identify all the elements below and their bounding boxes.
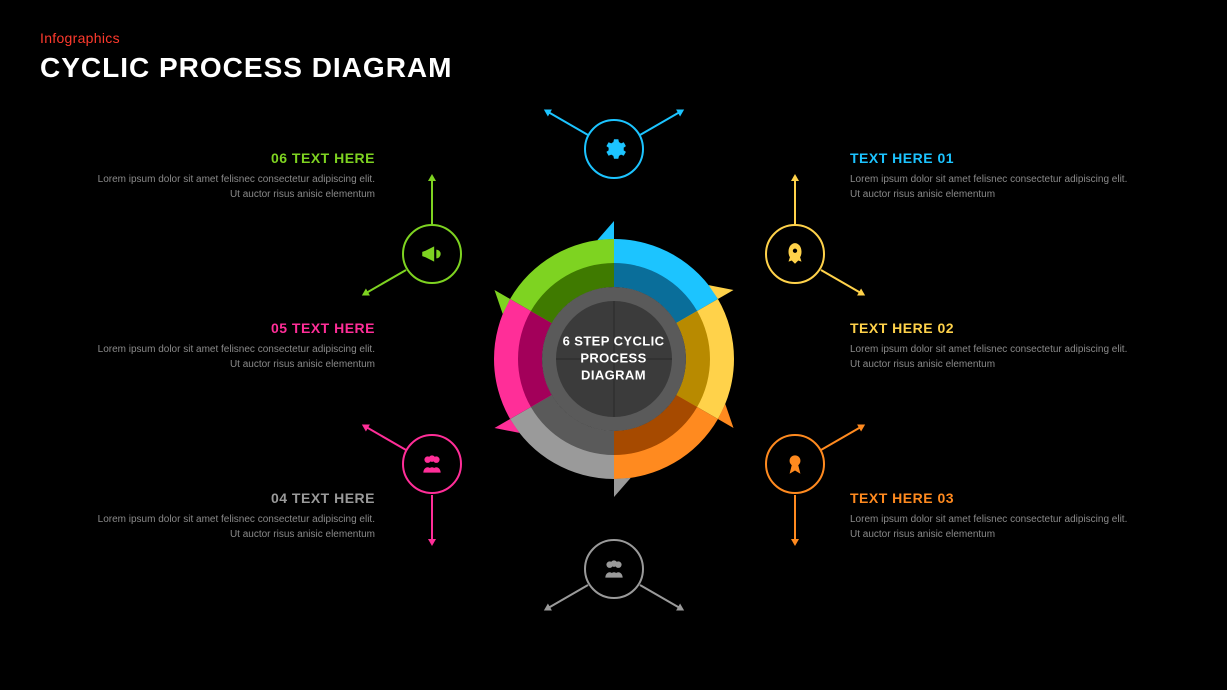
node-arrow — [548, 111, 588, 135]
node-arrow — [431, 495, 433, 540]
node-arrow — [821, 269, 861, 293]
process-node-1 — [584, 119, 644, 179]
megaphone-icon — [419, 241, 445, 267]
process-node-2 — [765, 224, 825, 284]
callout-1: TEXT HERE 01 Lorem ipsum dolor sit amet f… — [850, 150, 1130, 202]
page-category: Infographics — [40, 30, 452, 46]
node-circle — [402, 224, 462, 284]
node-circle — [765, 224, 825, 284]
node-arrow — [548, 584, 588, 608]
node-arrow — [366, 426, 406, 450]
wheel-pointer — [597, 221, 614, 240]
wheel-center-label: 6 STEP CYCLIC PROCESS DIAGRAM — [554, 333, 674, 384]
callout-3: TEXT HERE 03 Lorem ipsum dolor sit amet f… — [850, 490, 1130, 542]
callout-title: TEXT HERE 01 — [850, 150, 1130, 166]
node-arrow — [366, 269, 406, 293]
node-arrow — [639, 584, 679, 608]
process-node-4 — [584, 539, 644, 599]
people-icon — [601, 556, 627, 582]
callout-body: Lorem ipsum dolor sit amet felisnec cons… — [850, 342, 1130, 372]
gear-icon — [601, 136, 627, 162]
node-arrow — [639, 111, 679, 135]
rocket-icon — [782, 241, 808, 267]
callout-body: Lorem ipsum dolor sit amet felisnec cons… — [850, 172, 1130, 202]
callout-5: 05 TEXT HERE Lorem ipsum dolor sit amet f… — [95, 320, 375, 372]
node-arrow — [431, 180, 433, 225]
callout-body: Lorem ipsum dolor sit amet felisnec cons… — [95, 512, 375, 542]
wheel-pointer — [614, 478, 631, 497]
page-title: CYCLIC PROCESS DIAGRAM — [40, 52, 452, 84]
page-header: Infographics CYCLIC PROCESS DIAGRAM — [40, 30, 452, 84]
callout-title: TEXT HERE 02 — [850, 320, 1130, 336]
callout-body: Lorem ipsum dolor sit amet felisnec cons… — [95, 172, 375, 202]
process-node-5 — [402, 434, 462, 494]
people-icon — [419, 451, 445, 477]
callout-title: 04 TEXT HERE — [95, 490, 375, 506]
node-arrow — [821, 426, 861, 450]
node-circle — [584, 119, 644, 179]
node-circle — [402, 434, 462, 494]
callout-2: TEXT HERE 02 Lorem ipsum dolor sit amet f… — [850, 320, 1130, 372]
callout-6: 06 TEXT HERE Lorem ipsum dolor sit amet f… — [95, 150, 375, 202]
process-node-3 — [765, 434, 825, 494]
callout-body: Lorem ipsum dolor sit amet felisnec cons… — [95, 342, 375, 372]
node-circle — [765, 434, 825, 494]
medal-icon — [782, 451, 808, 477]
callout-title: 05 TEXT HERE — [95, 320, 375, 336]
process-node-6 — [402, 224, 462, 284]
node-arrow — [794, 180, 796, 225]
node-circle — [584, 539, 644, 599]
callout-title: TEXT HERE 03 — [850, 490, 1130, 506]
callout-body: Lorem ipsum dolor sit amet felisnec cons… — [850, 512, 1130, 542]
node-arrow — [794, 495, 796, 540]
callout-title: 06 TEXT HERE — [95, 150, 375, 166]
callout-4: 04 TEXT HERE Lorem ipsum dolor sit amet f… — [95, 490, 375, 542]
